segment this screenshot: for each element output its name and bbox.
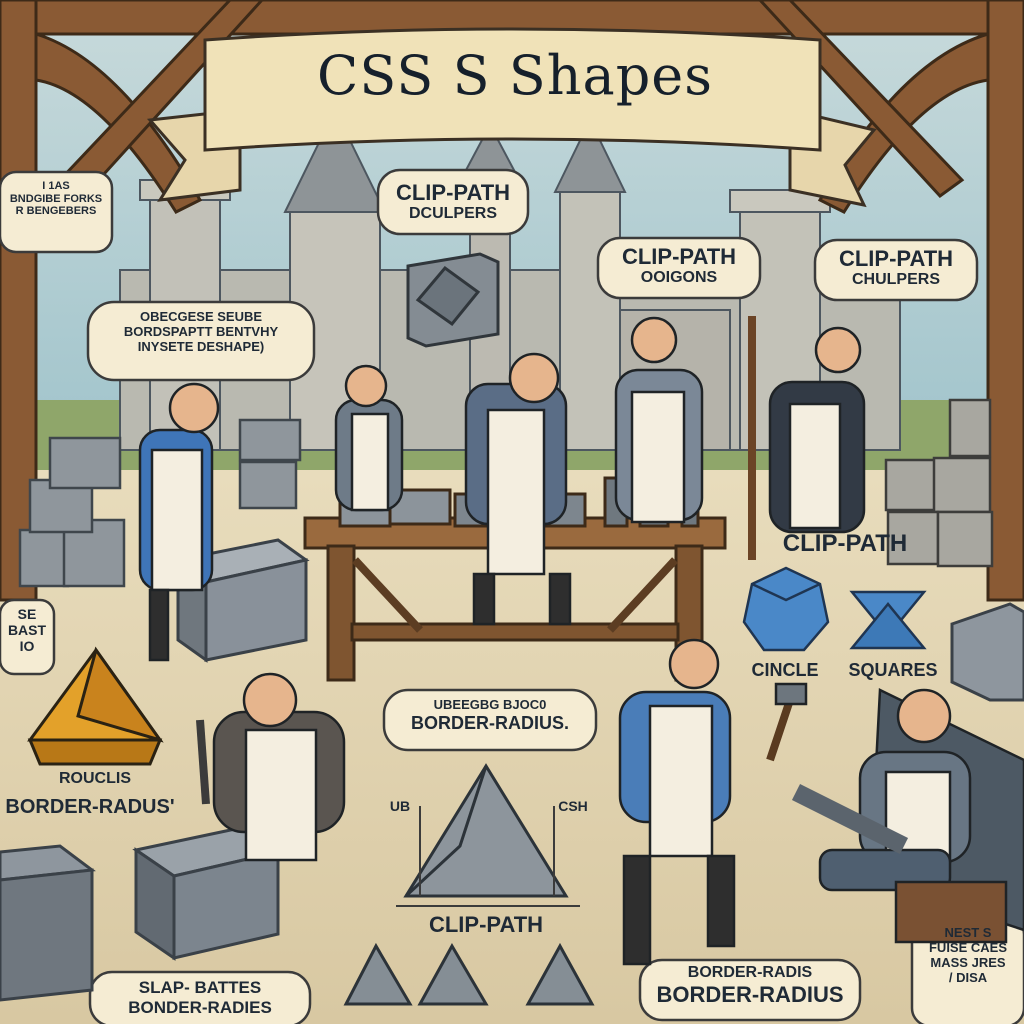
blue-polygon: [742, 566, 830, 652]
label-line: / DISA: [948, 969, 988, 985]
worker-blue-left: [138, 382, 220, 662]
label-line: CLIP-PATH: [395, 180, 511, 205]
label-line: FUISE CAES: [928, 939, 1007, 955]
label-bottom-center: BORDER-RADIS BORDER-RADIUS: [644, 964, 856, 1008]
label-bottom-right: NEST S FUISE CAES MASS JRES / DISA: [916, 925, 1020, 986]
label-border-radius-left: BORDER-RADUS': [5, 796, 175, 818]
blue-hourglass: [849, 590, 927, 650]
label-line: BORDER-RADIS: [687, 964, 813, 981]
label-center-bottom: UBEEGBG BJOC0 BORDER-RADIUS.: [388, 697, 592, 734]
label-line: NEST S: [944, 925, 992, 940]
held-cube: [406, 252, 500, 348]
label-line: MASS JRES: [930, 954, 1006, 970]
worker-hammer: [618, 638, 808, 966]
label-left-edge: SE BAST IO: [2, 606, 52, 654]
label-line: IO: [19, 638, 35, 655]
worker-knife: [614, 316, 704, 524]
cube-right: [950, 602, 1024, 702]
label-circle: CINCLE: [751, 660, 819, 680]
worker-seated: [791, 688, 1024, 944]
label-clip-path-shapes: CLIP-PATH: [782, 530, 908, 557]
title: CSS S Shapes: [317, 44, 713, 107]
worker-center: [464, 352, 572, 626]
label-left-mid: OBECGESE SEUBE BORDSPAPTT BENTVHY INYSET…: [92, 309, 310, 355]
label-line: SE: [17, 606, 37, 622]
label-line: SLAP- BATTES: [138, 978, 262, 997]
label-clip-path-bottom: CLIP-PATH: [428, 912, 544, 937]
worker-crouching: [196, 672, 346, 862]
label-line: OBECGESE SEUBE: [139, 309, 263, 324]
dimension-label-left: UB: [389, 798, 411, 814]
title-banner: [146, 27, 877, 208]
label-line: BORDER-RADIUS.: [410, 712, 569, 733]
dimension-label-right: CSH: [558, 798, 588, 814]
label-line: BORDSPAPTT BENTVHY: [123, 323, 279, 339]
label-line: BORDER-RADIUS: [656, 982, 844, 1008]
label-line: INYSETE DESHAPE): [137, 338, 265, 354]
label-line: I 1AS: [42, 180, 70, 192]
label-line: R BENGEBERS: [15, 205, 97, 218]
label-line: BAST: [7, 622, 47, 639]
stone-blocks-left: [18, 418, 302, 588]
worker-staff: [748, 316, 866, 560]
label-line: CHULPERS: [851, 271, 940, 289]
worker-woman: [334, 364, 404, 512]
label-clip-path-sculpers-right: CLIP-PATH CHULPERS: [817, 246, 975, 290]
orange-pyramid: [27, 646, 164, 766]
label-line: UBEEGBG BJOC0: [433, 697, 547, 712]
dimension-lines: [396, 749, 580, 907]
label-top-left: I 1AS BNDGIBE FORKS R BENGEBERS: [6, 180, 106, 218]
label-line: DCULPERS: [408, 205, 497, 223]
label-line: OOIGONS: [640, 269, 718, 287]
stone-crates-right: [884, 398, 994, 568]
label-squares: SQUARES: [848, 660, 938, 680]
label-roundis: ROUCLIS: [59, 770, 131, 787]
cube-bottom-left: [0, 844, 96, 1002]
label-bottom-left: SLAP- BATTES BONDER-RADIES: [94, 978, 306, 1017]
label-line: CLIP-PATH: [621, 244, 737, 269]
label-clip-path-polygons: CLIP-PATH OOIGONS: [600, 244, 758, 288]
label-line: BNDGIBE FORKS: [9, 192, 103, 205]
cube-bottom: [132, 826, 282, 961]
label-line: BONDER-RADIES: [128, 997, 272, 1017]
small-pyramids: [343, 942, 595, 1006]
label-clip-path-sculpers-center: CLIP-PATH DCULPERS: [380, 180, 526, 224]
label-line: CLIP-PATH: [838, 246, 954, 271]
